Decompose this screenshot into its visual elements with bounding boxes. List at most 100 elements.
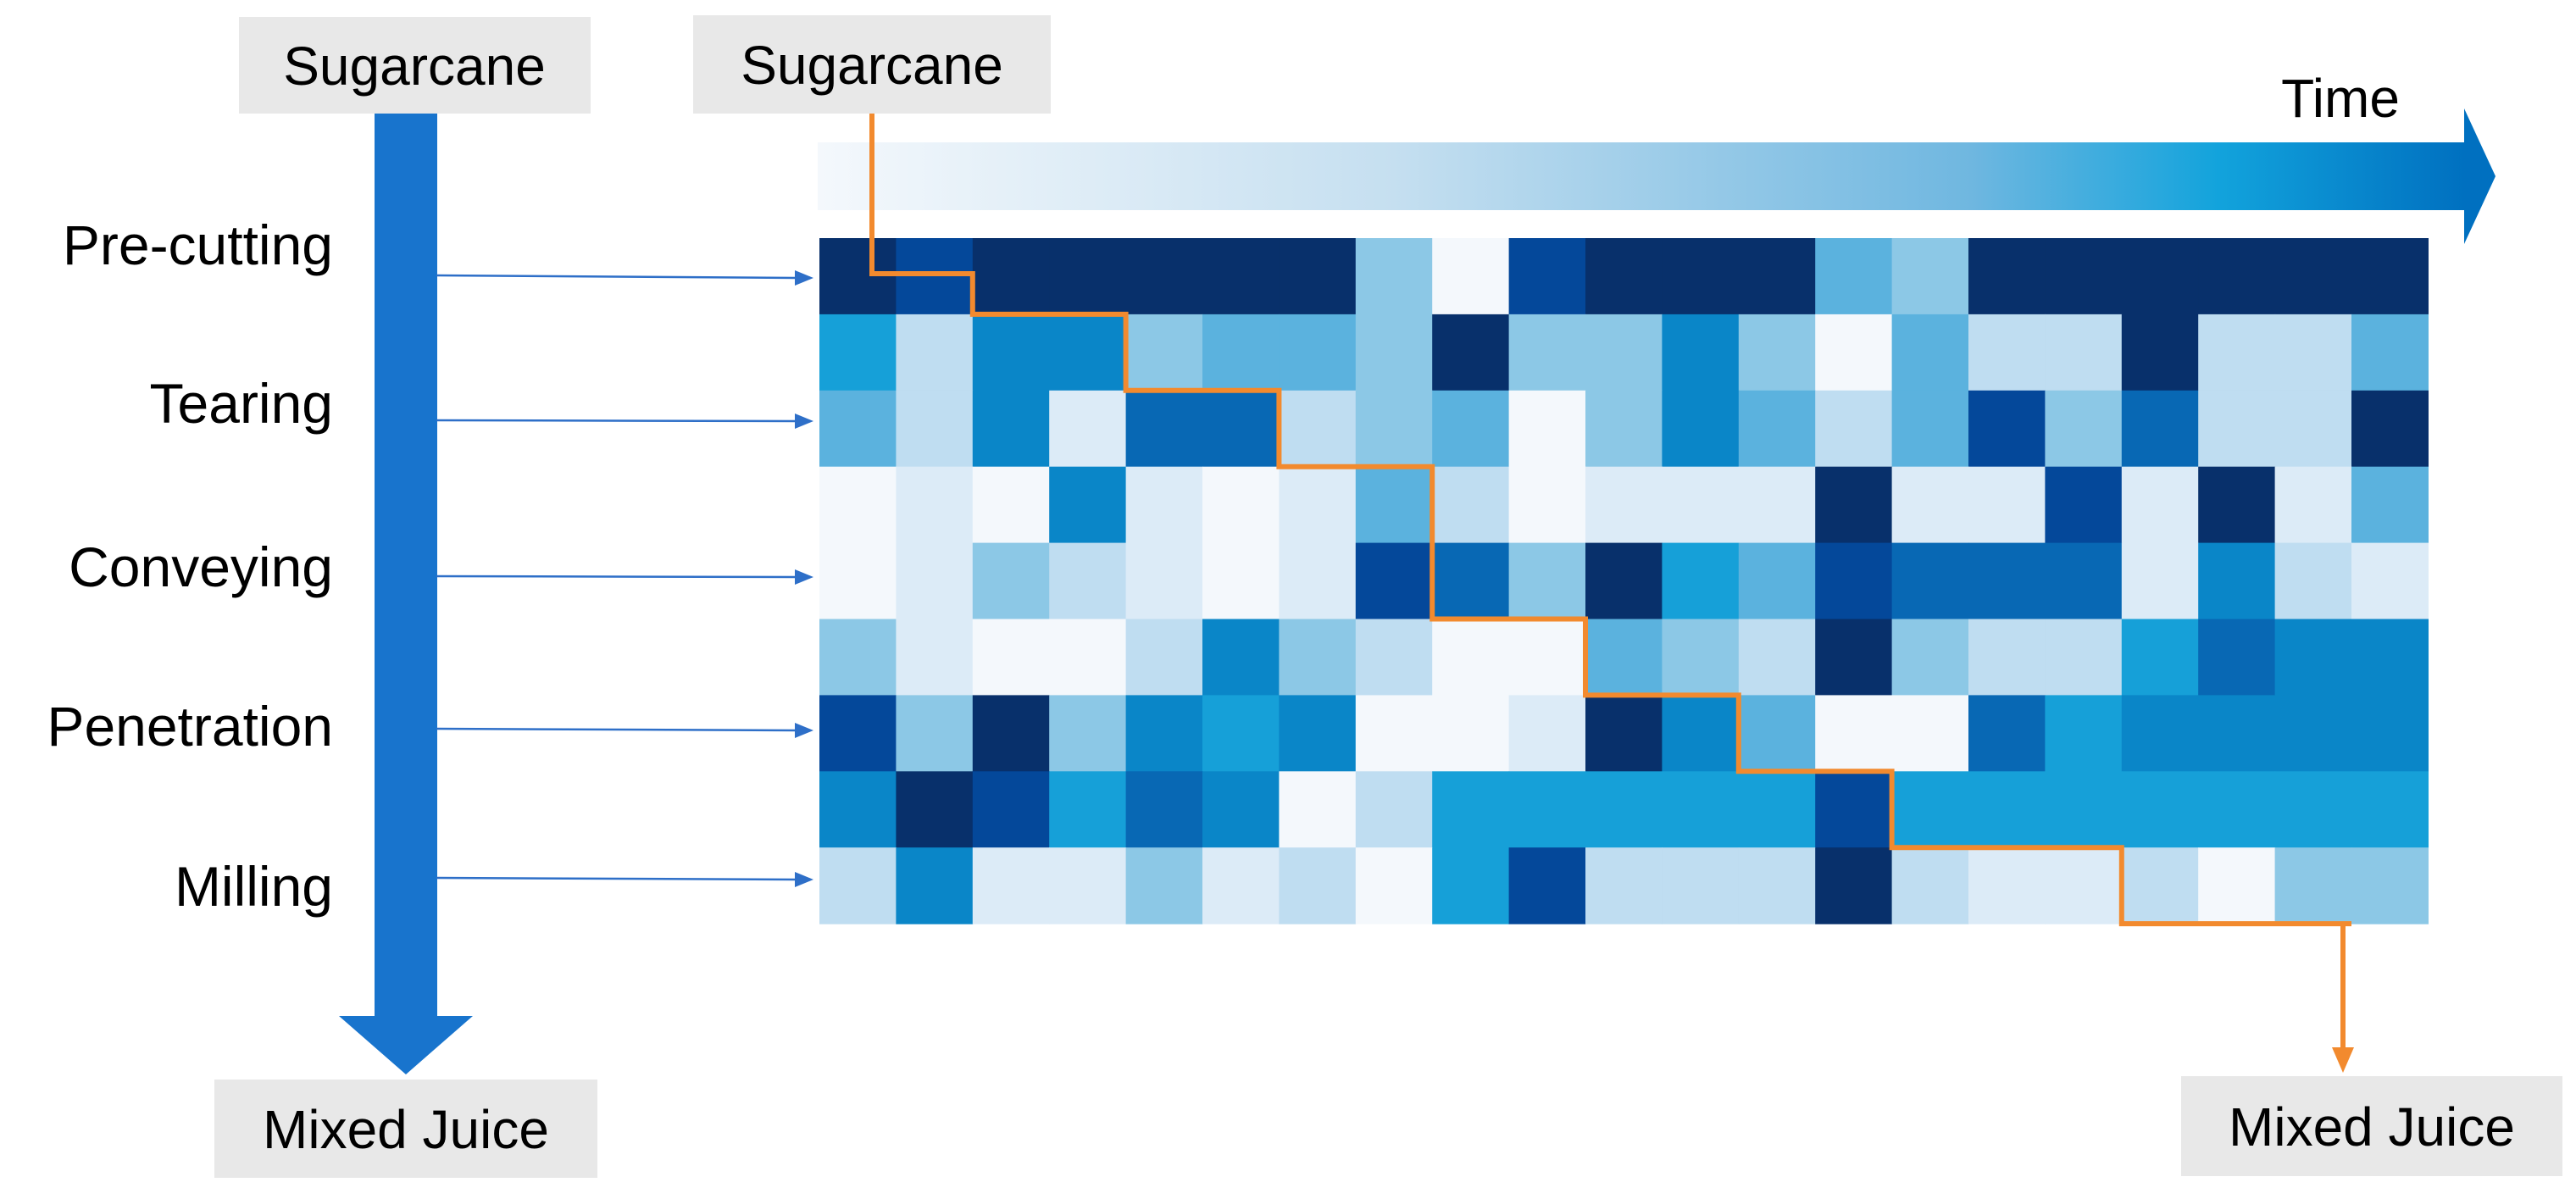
heatmap-cell bbox=[2351, 542, 2429, 620]
heatmap-cell bbox=[1432, 695, 1510, 772]
heatmap-cell bbox=[2198, 390, 2276, 468]
process-flow-arrow-shaft bbox=[375, 114, 437, 1016]
heatmap-cell bbox=[1585, 238, 1663, 315]
heatmap-cell bbox=[2045, 771, 2123, 848]
heatmap-cell bbox=[1738, 771, 1816, 848]
heatmap-cell bbox=[1508, 695, 1586, 772]
heatmap-cell bbox=[819, 847, 897, 924]
heatmap-cell bbox=[1738, 390, 1816, 468]
heatmap-cell bbox=[1279, 771, 1357, 848]
heatmap-cell bbox=[972, 314, 1050, 391]
heatmap-cell bbox=[1662, 390, 1740, 468]
heatmap-cell bbox=[1738, 542, 1816, 620]
heatmap-cell bbox=[1585, 847, 1663, 924]
heatmap-cell bbox=[896, 238, 974, 315]
time-arrow-shaft bbox=[818, 142, 2466, 210]
heatmap-cell bbox=[2351, 314, 2429, 391]
right-output-label: Mixed Juice bbox=[2229, 1096, 2515, 1157]
heatmap-cell bbox=[1202, 238, 1280, 315]
heatmap-cell bbox=[819, 619, 897, 696]
heatmap-cell bbox=[2198, 695, 2276, 772]
heatmap-cell bbox=[1968, 771, 2046, 848]
heatmap-cell bbox=[1815, 390, 1893, 468]
heatmap-cell bbox=[1125, 390, 1203, 468]
heatmap-cell bbox=[1738, 314, 1816, 391]
heatmap-cell bbox=[972, 847, 1050, 924]
heatmap-cell bbox=[2351, 619, 2429, 696]
heatmap-cell bbox=[1815, 619, 1893, 696]
heatmap-cell bbox=[1355, 619, 1433, 696]
pointer-arrowhead-milling bbox=[795, 872, 813, 887]
stage-label-pre-cutting: Pre-cutting bbox=[63, 214, 333, 276]
heatmap-cell bbox=[1968, 847, 2046, 924]
heatmap-cell bbox=[896, 542, 974, 620]
heatmap-cell bbox=[1891, 542, 1969, 620]
heatmap-cell bbox=[2274, 847, 2352, 924]
heatmap-cell bbox=[1279, 695, 1357, 772]
heatmap-cell bbox=[896, 314, 974, 391]
heatmap-cell bbox=[819, 542, 897, 620]
heatmap-cell bbox=[1049, 695, 1127, 772]
heatmap-cell bbox=[1738, 847, 1816, 924]
heatmap-cell bbox=[1585, 542, 1663, 620]
right-output-box-bg bbox=[2181, 1076, 2562, 1176]
heatmap-cell bbox=[2045, 695, 2123, 772]
heatmap-cell bbox=[1585, 695, 1663, 772]
heatmap-cell bbox=[2274, 466, 2352, 544]
heatmap-cell bbox=[1815, 466, 1893, 544]
heatmap-cell bbox=[1279, 542, 1357, 620]
pointer-arrow-milling bbox=[436, 876, 797, 881]
heatmap-cell bbox=[2121, 314, 2199, 391]
pointer-arrow-penetration bbox=[436, 727, 797, 732]
heatmap-cell bbox=[1968, 238, 2046, 315]
heatmap-cell bbox=[1738, 466, 1816, 544]
heatmap-cell bbox=[972, 695, 1050, 772]
heatmap-cell bbox=[1891, 695, 1969, 772]
left-output-label: Mixed Juice bbox=[263, 1099, 549, 1160]
heatmap-cell bbox=[1891, 771, 1969, 848]
heatmap-cell bbox=[819, 771, 897, 848]
heatmap-cell bbox=[1355, 847, 1433, 924]
heatmap-cell bbox=[896, 466, 974, 544]
heatmap-cell bbox=[2121, 771, 2199, 848]
heatmap-cell bbox=[2045, 466, 2123, 544]
heatmap-cell bbox=[2274, 695, 2352, 772]
left-input-box: Sugarcane bbox=[239, 17, 591, 114]
heatmap-cell bbox=[1125, 695, 1203, 772]
heatmap-cell bbox=[2198, 466, 2276, 544]
heatmap-cell bbox=[1125, 847, 1203, 924]
heatmap-cell bbox=[1585, 771, 1663, 848]
heatmap-cell bbox=[972, 542, 1050, 620]
sugarcane-path bbox=[869, 114, 2354, 1073]
pointer-arrowhead-penetration bbox=[795, 723, 813, 738]
heatmap-cell bbox=[1279, 390, 1357, 468]
heatmap-cell bbox=[2198, 771, 2276, 848]
heatmap-cell bbox=[1968, 619, 2046, 696]
heatmap-cell bbox=[2121, 695, 2199, 772]
heatmap-cell bbox=[2351, 238, 2429, 315]
heatmap-cell bbox=[819, 238, 897, 315]
heatmap-cell bbox=[1891, 466, 1969, 544]
heatmap-cell bbox=[2121, 542, 2199, 620]
heatmap-cell bbox=[1585, 390, 1663, 468]
heatmap-cell bbox=[1662, 238, 1740, 315]
heatmap-cell bbox=[2351, 847, 2429, 924]
heatmap-cell bbox=[1049, 542, 1127, 620]
left-input-label: Sugarcane bbox=[283, 36, 546, 97]
heatmap-cell bbox=[2351, 466, 2429, 544]
time-label: Time bbox=[2281, 68, 2400, 129]
heatmap-cell bbox=[1662, 466, 1740, 544]
heatmap-cell bbox=[896, 847, 974, 924]
heatmap-cell bbox=[2045, 238, 2123, 315]
heatmap-cell bbox=[1279, 238, 1357, 315]
heatmap-cell bbox=[1279, 847, 1357, 924]
heatmap-cell bbox=[2274, 390, 2352, 468]
heatmap-cell bbox=[2121, 390, 2199, 468]
right-input-label: Sugarcane bbox=[741, 35, 1003, 96]
left-input-box-bg bbox=[239, 17, 591, 114]
heatmap-cell bbox=[1125, 238, 1203, 315]
heatmap-cell bbox=[2198, 238, 2276, 315]
heatmap-cell bbox=[2121, 619, 2199, 696]
heatmap-cell bbox=[2351, 771, 2429, 848]
